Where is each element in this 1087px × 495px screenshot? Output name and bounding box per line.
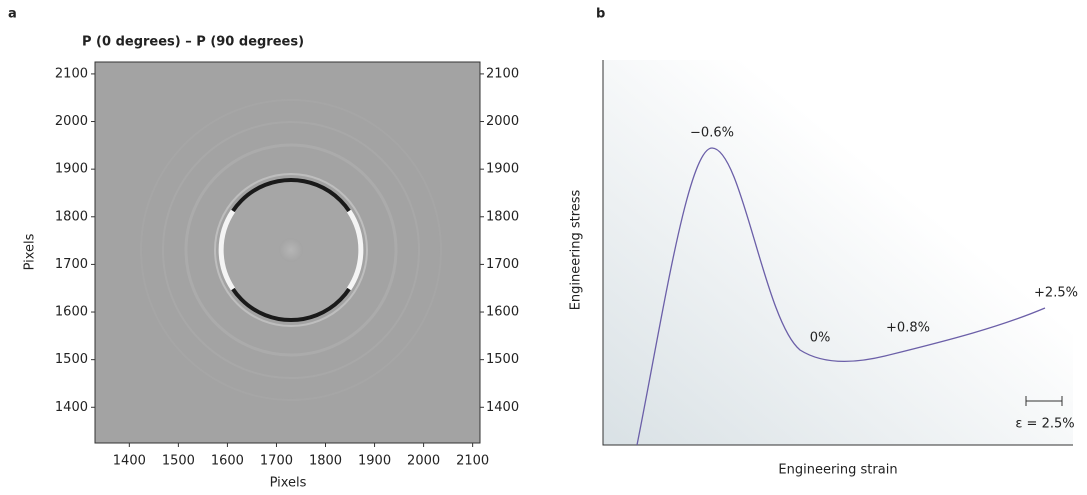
y-tick-label-right: 1600 [486, 305, 519, 320]
y-axis-label: Pixels [23, 233, 38, 270]
x-tick-label: 1600 [211, 454, 244, 469]
y-tick-label-right: 1700 [486, 257, 519, 272]
x-axis-label: Engineering strain [778, 463, 897, 478]
annotation: +2.5% [1034, 286, 1078, 301]
y-axis-label: Engineering stress [569, 189, 584, 310]
x-tick-label: 1400 [113, 454, 146, 469]
y-tick-label: 1700 [55, 257, 88, 272]
image [95, 62, 480, 443]
x-tick-label: 2100 [456, 454, 489, 469]
y-tick-label-right: 1400 [486, 400, 519, 415]
y-tick-label-right: 2000 [486, 114, 519, 129]
y-tick-label-right: 1500 [486, 352, 519, 367]
x-tick-label: 2000 [407, 454, 440, 469]
scale-bar [1025, 396, 1063, 406]
x-axis-label: Pixels [270, 476, 307, 491]
annotation: 0% [810, 331, 831, 346]
x-tick-label: 1800 [309, 454, 342, 469]
panel-label: a [8, 7, 17, 22]
y-tick-label: 1900 [55, 162, 88, 177]
y-tick-label-right: 1900 [486, 162, 519, 177]
x-tick-label: 1700 [260, 454, 293, 469]
annotation: +0.8% [886, 321, 930, 336]
y-tick-label: 1400 [55, 400, 88, 415]
y-tick-label: 1500 [55, 352, 88, 367]
y-tick-label: 2000 [55, 114, 88, 129]
annotation: −0.6% [690, 126, 734, 141]
axes [602, 60, 1073, 446]
plot-frame [94, 61, 481, 444]
panel-label: b [596, 7, 605, 22]
y-tick-label: 1600 [55, 305, 88, 320]
y-tick-label-right: 1800 [486, 209, 519, 224]
stress-strain-curve [636, 147, 1046, 446]
plot-background [603, 60, 1073, 445]
x-tick-label: 1900 [358, 454, 391, 469]
x-tick-label: 1500 [162, 454, 195, 469]
y-tick-label: 1800 [55, 209, 88, 224]
y-tick-label: 2100 [55, 66, 88, 81]
y-tick-label-right: 2100 [486, 66, 519, 81]
chart-title: P (0 degrees) – P (90 degrees) [82, 35, 304, 50]
scale-bar-label: ε = 2.5% [1015, 417, 1074, 432]
